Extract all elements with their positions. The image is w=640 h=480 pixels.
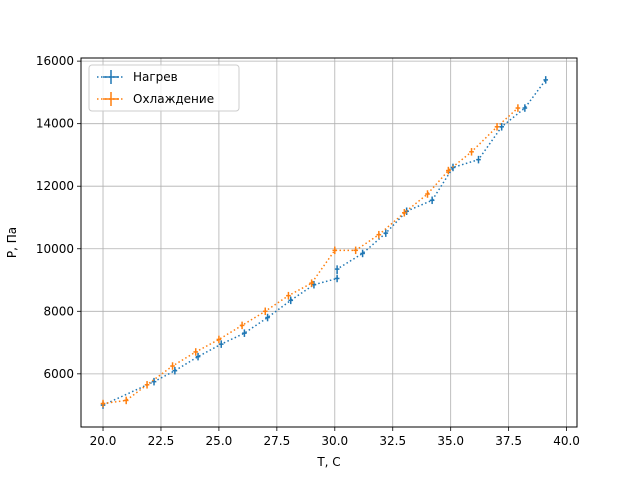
data-point [288,296,294,305]
data-point [265,313,270,322]
data-point [383,229,389,237]
data-point [522,104,528,112]
legend-box [88,64,240,112]
data-point [543,76,549,84]
data-point [262,307,268,316]
data-point [332,246,338,255]
data-point [151,377,157,386]
data-point [494,123,500,131]
data-point [172,366,178,375]
data-point [402,209,407,217]
x-tick-label: 20.0 [90,434,117,448]
ticks-layer: 20.0 22.5 25.0 27.5 30.0 32.5 35.0 37.5 40.0 6000… [36,54,580,448]
data-point [100,399,106,408]
data-point [334,265,340,273]
data-point [360,249,365,258]
y-tick-label: 10000 [36,242,74,256]
data-point [242,329,247,337]
grid-layer [81,58,577,427]
x-tick-label: 32.5 [379,434,406,448]
y-tick-label: 16000 [36,54,74,68]
data-point [425,190,430,198]
y-tick-label: 6000 [43,367,74,381]
legend-label: Нагрев [133,70,178,84]
legend: Нагрев Охлаждение [88,64,240,112]
data-point [309,279,314,287]
legend-item-1: Нагрев [97,70,178,84]
legend-item-2: Охлаждение [97,92,214,106]
data-point [499,123,504,131]
x-tick-label: 27.5 [263,434,290,448]
plot-frame [80,57,578,428]
data-point [170,362,175,370]
y-tick-label: 12000 [36,179,74,193]
x-tick-label: 30.0 [321,434,348,448]
data-point [515,104,521,112]
x-tick-label: 22.5 [148,434,175,448]
data-point [216,335,222,344]
data-point [469,148,474,156]
legend-label: Охлаждение [133,92,214,106]
y-axis-label: P, Па [5,227,19,258]
x-tick-label: 37.5 [495,434,522,448]
y-tick-label: 14000 [36,117,74,131]
data-point [123,396,129,405]
data-point [311,280,317,289]
data-point [218,340,224,348]
series-layer [100,76,549,409]
series-2 [100,104,521,408]
x-tick-label: 25.0 [206,434,233,448]
data-point [429,196,435,205]
x-tick-label: 35.0 [437,434,464,448]
data-point [376,230,382,239]
data-point [239,321,245,330]
data-point [334,274,340,283]
series-line [102,79,547,406]
legend-items: Нагрев Охлаждение [97,70,214,106]
data-point [353,246,358,255]
data-point [476,155,481,164]
series-1 [100,76,549,409]
y-tick-label: 8000 [43,304,74,318]
x-tick-label: 40.0 [553,434,580,448]
series-line [102,107,519,405]
data-point [286,291,291,300]
data-point [195,352,201,361]
data-point [144,381,150,389]
data-point [446,166,451,175]
x-axis-label: T, C [316,455,340,469]
data-point [193,348,199,356]
